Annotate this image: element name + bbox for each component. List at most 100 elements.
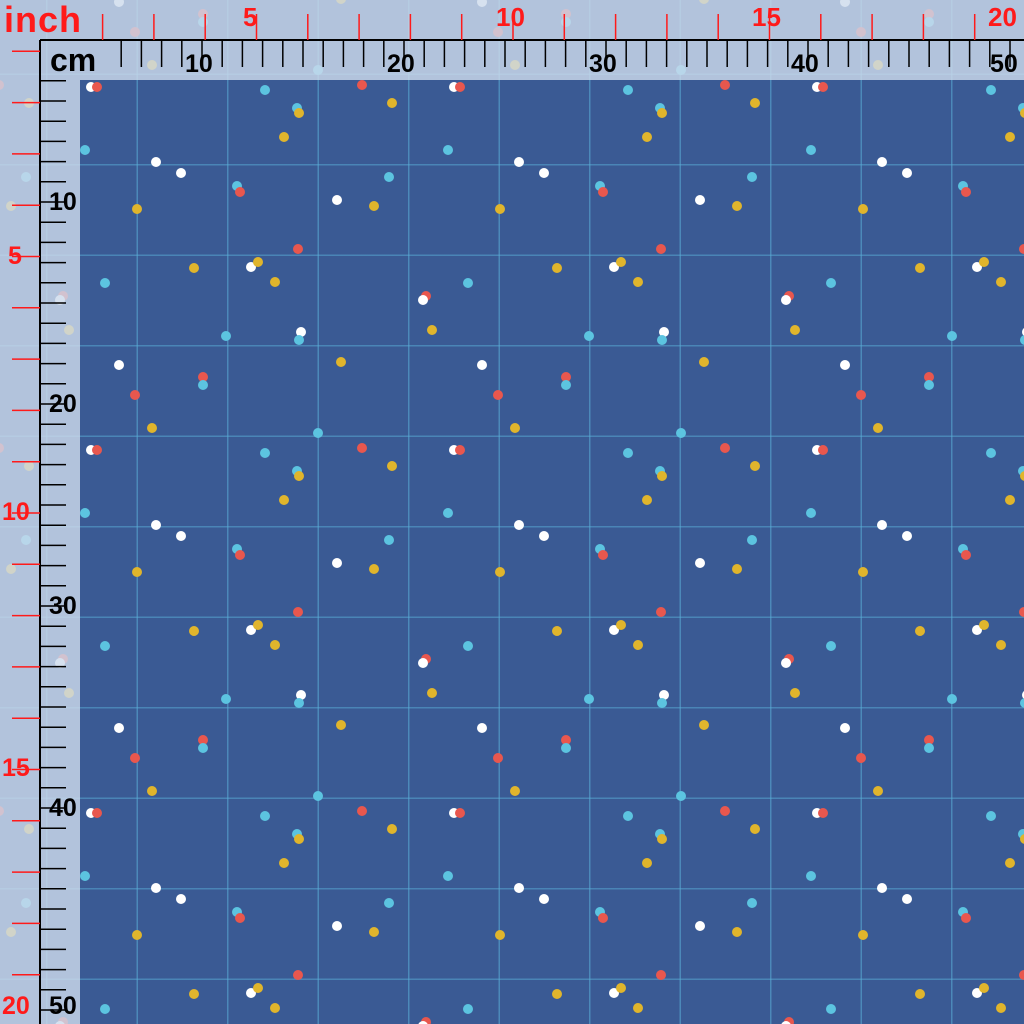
polka-dot (695, 195, 705, 205)
polka-dot (552, 626, 562, 636)
polka-dot (584, 694, 594, 704)
polka-dot (826, 278, 836, 288)
polka-dot (455, 82, 465, 92)
polka-dot (495, 204, 505, 214)
polka-dot (151, 157, 161, 167)
polka-dot (279, 132, 289, 142)
top-inch-label: 5 (243, 2, 258, 32)
polka-dot (294, 834, 304, 844)
polka-dot (443, 145, 453, 155)
polka-dot (806, 871, 816, 881)
polka-dot (132, 567, 142, 577)
polka-dot (387, 824, 397, 834)
polka-dot (189, 263, 199, 273)
polka-dot (781, 658, 791, 668)
polka-dot (924, 735, 934, 745)
polka-dot (294, 335, 304, 345)
polka-dot (176, 894, 186, 904)
top-cm-label: 30 (589, 50, 617, 78)
polka-dot (856, 753, 866, 763)
polka-dot (384, 535, 394, 545)
polka-dot (443, 508, 453, 518)
polka-dot (514, 883, 524, 893)
polka-dot (92, 82, 102, 92)
polka-dot (633, 1003, 643, 1013)
left-cm-label: 10 (49, 188, 77, 216)
polka-dot (924, 743, 934, 753)
polka-dot (972, 262, 982, 272)
polka-dot (198, 380, 208, 390)
polka-dot (336, 720, 346, 730)
polka-dot (720, 443, 730, 453)
polka-dot (418, 295, 428, 305)
polka-dot (357, 806, 367, 816)
polka-dot (659, 690, 669, 700)
left-inch-label: 20 (2, 992, 30, 1020)
polka-dot (384, 898, 394, 908)
polka-dot (947, 331, 957, 341)
polka-dot (80, 145, 90, 155)
polka-dot (676, 791, 686, 801)
polka-dot (609, 625, 619, 635)
polka-dot (858, 567, 868, 577)
polka-dot (1020, 834, 1024, 844)
polka-dot (826, 1004, 836, 1014)
polka-dot (781, 1021, 791, 1024)
polka-dot (915, 263, 925, 273)
polka-dot (699, 720, 709, 730)
polka-dot (296, 327, 306, 337)
polka-dot (840, 723, 850, 733)
polka-dot (699, 357, 709, 367)
polka-dot (1019, 607, 1024, 617)
polka-dot (495, 567, 505, 577)
polka-dot (656, 970, 666, 980)
cm-unit-label: cm (50, 42, 97, 78)
polka-dot (100, 1004, 110, 1014)
left-cm-label: 40 (49, 794, 77, 822)
polka-dot (221, 694, 231, 704)
polka-dot (877, 520, 887, 530)
polka-dot (92, 808, 102, 818)
polka-dot (732, 927, 742, 937)
polka-dot (732, 564, 742, 574)
polka-dot (1020, 335, 1024, 345)
polka-dot (609, 988, 619, 998)
polka-dot (1020, 108, 1024, 118)
polka-dot (873, 786, 883, 796)
inch-unit-label: inch (4, 0, 83, 40)
polka-dot (561, 380, 571, 390)
polka-dot (235, 913, 245, 923)
polka-dot (92, 445, 102, 455)
polka-dot (80, 508, 90, 518)
polka-dot (332, 195, 342, 205)
top-inch-label: 15 (752, 2, 781, 32)
polka-dot (514, 520, 524, 530)
polka-dot (246, 625, 256, 635)
polka-dot (915, 626, 925, 636)
polka-dot (176, 531, 186, 541)
polka-dot (332, 921, 342, 931)
polka-dot (176, 168, 186, 178)
polka-dot (418, 658, 428, 668)
polka-dot (189, 989, 199, 999)
polka-dot (858, 930, 868, 940)
polka-dot (902, 894, 912, 904)
polka-dot (1020, 471, 1024, 481)
polka-dot (972, 988, 982, 998)
polka-dot (656, 244, 666, 254)
polka-dot (996, 640, 1006, 650)
top-inch-label: 20 (988, 2, 1017, 32)
polka-dot (427, 325, 437, 335)
polka-dot (657, 335, 667, 345)
polka-dot (979, 983, 989, 993)
polka-dot (609, 262, 619, 272)
polka-dot (198, 372, 208, 382)
polka-dot (552, 263, 562, 273)
polka-dot (996, 277, 1006, 287)
polka-dot (260, 448, 270, 458)
polka-dot (598, 550, 608, 560)
polka-dot (1005, 132, 1015, 142)
polka-dot (561, 743, 571, 753)
polka-dot (293, 970, 303, 980)
